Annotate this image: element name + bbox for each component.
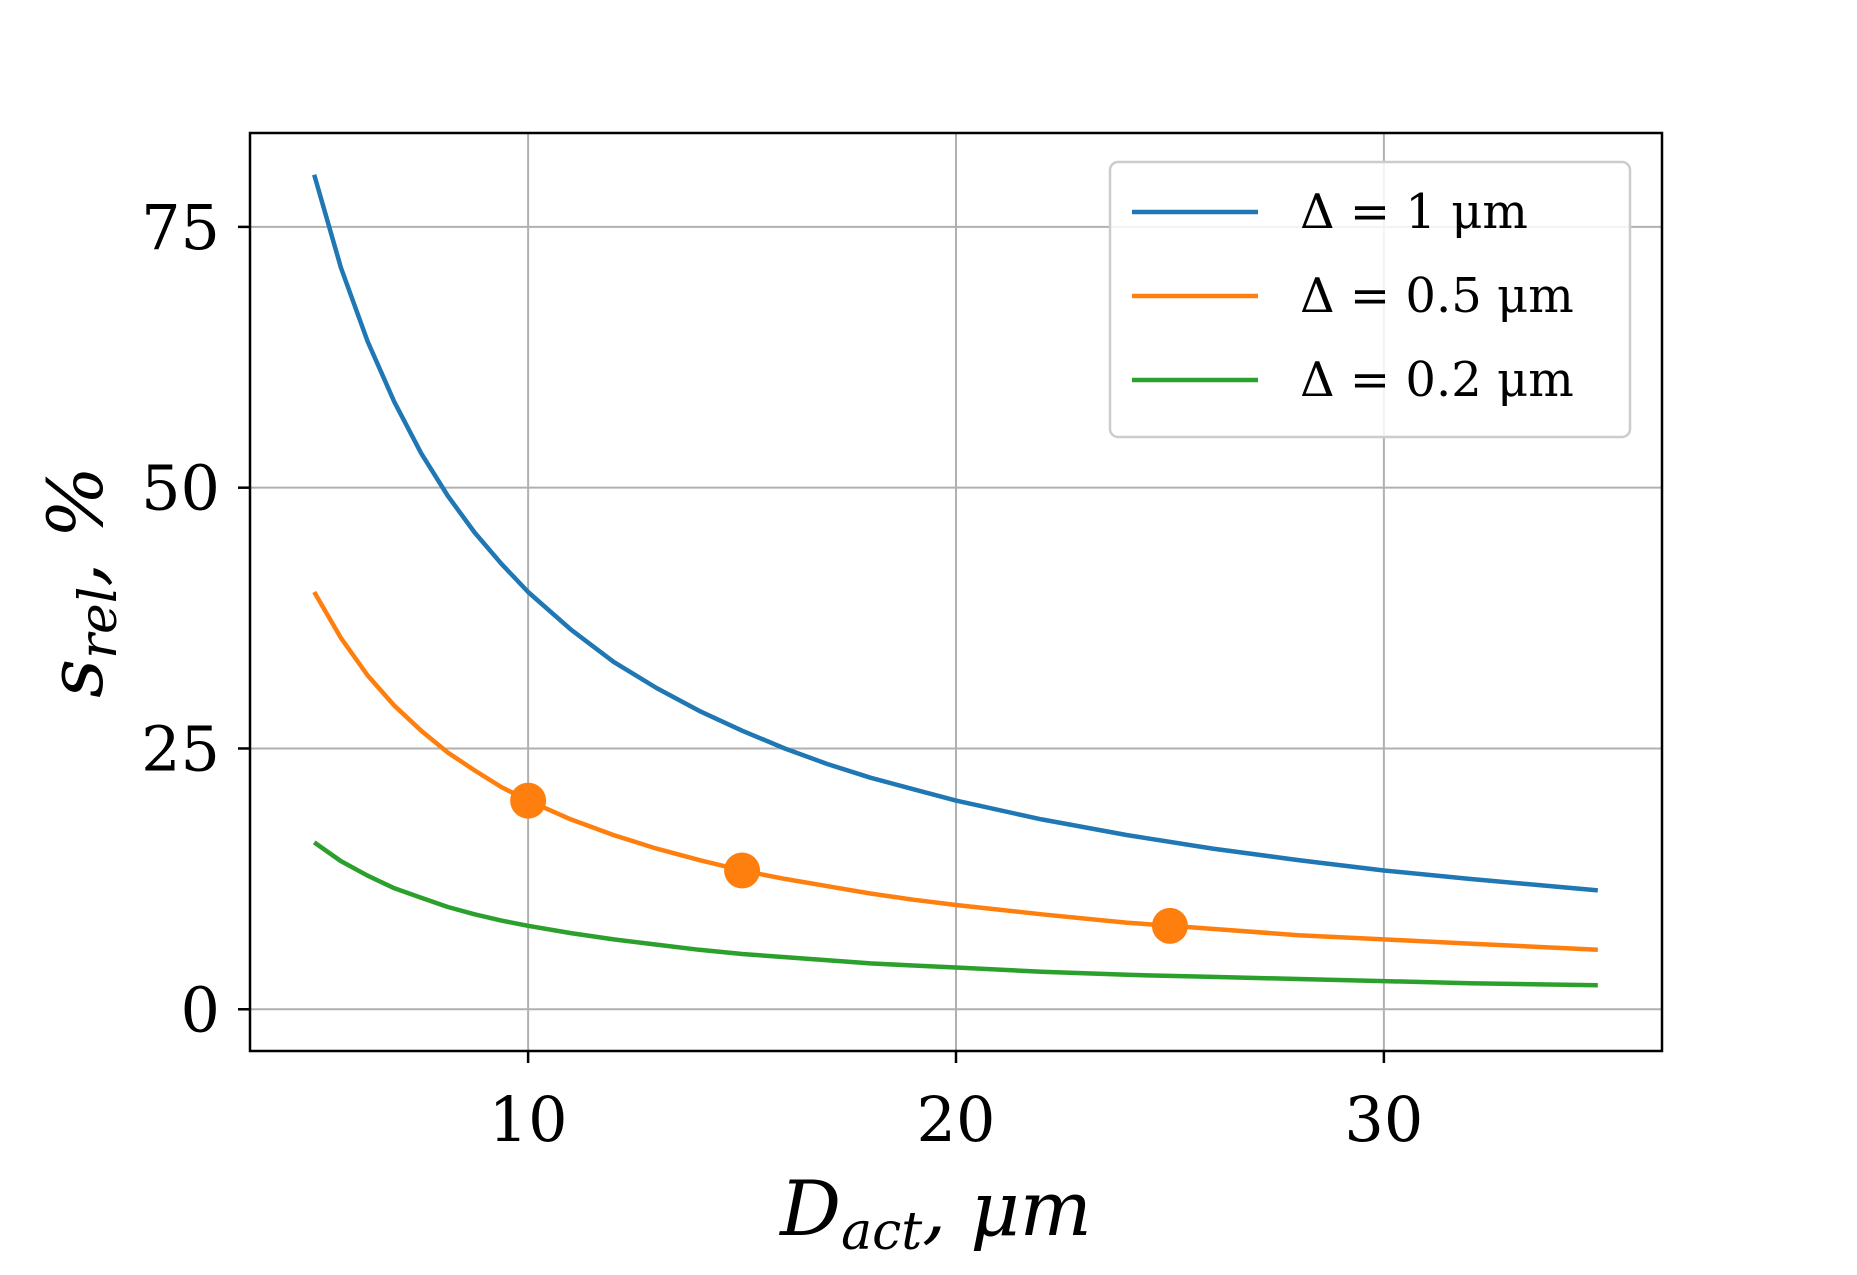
legend-label-1: Δ = 0.5 μm (1300, 268, 1574, 324)
y-tick-label: 0 (181, 973, 220, 1046)
x-axis-label: Dact, μm (778, 1164, 1092, 1262)
y-axis-label-sub: rel (69, 587, 129, 659)
ticks: 10 20 30 0 25 50 75 (141, 191, 1423, 1156)
data-point (510, 782, 547, 819)
data-markers (510, 782, 1188, 944)
data-point (1151, 907, 1188, 944)
x-axis-label-sub: act (841, 1202, 922, 1262)
y-axis-label-main: s (31, 659, 120, 698)
data-point (724, 852, 761, 889)
y-axis-label-unit: , % (31, 466, 120, 587)
x-tick-label: 30 (1344, 1083, 1423, 1156)
y-tick-label: 50 (141, 452, 220, 525)
y-axis-label: srel, % (31, 466, 129, 698)
series-line-2 (312, 840, 1598, 988)
legend-label-2: Δ = 0.2 μm (1300, 352, 1574, 408)
series-line-0 (312, 174, 1599, 893)
x-axis-label-unit: , μm (922, 1164, 1092, 1253)
legend-box (1108, 160, 1632, 439)
series-line-1 (312, 590, 1598, 953)
legend-items: Δ = 1 μm Δ = 0.5 μm Δ = 0.2 μm (1132, 184, 1574, 408)
legend-label-0: Δ = 1 μm (1300, 184, 1528, 240)
x-tick-label: 20 (917, 1083, 996, 1156)
x-tick-label: 10 (489, 1083, 568, 1156)
y-tick-label: 25 (141, 712, 220, 785)
y-tick-label: 75 (141, 191, 220, 264)
x-axis-label-main: D (778, 1164, 841, 1253)
series-lines (312, 174, 1599, 988)
legend: Δ = 1 μm Δ = 0.5 μm Δ = 0.2 μm (1108, 160, 1632, 439)
